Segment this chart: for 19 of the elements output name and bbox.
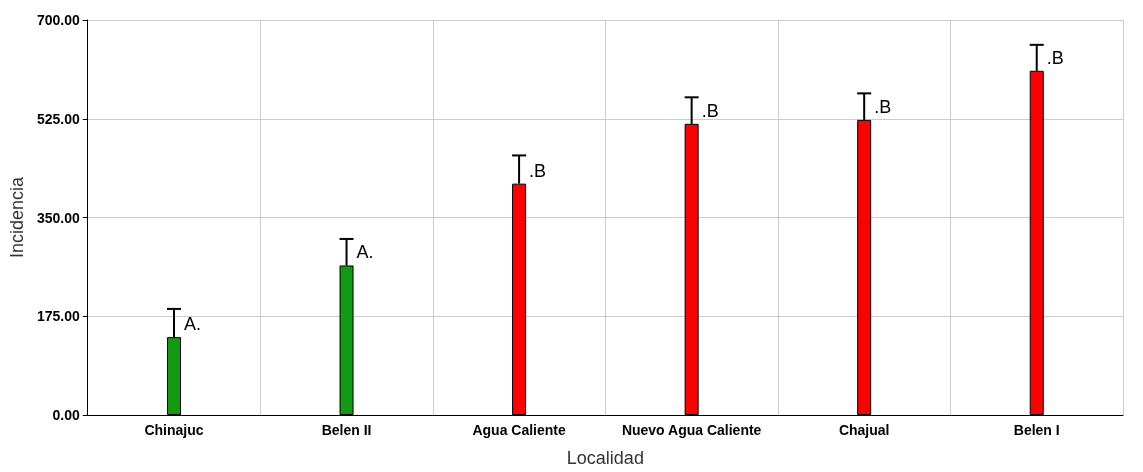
- y-tick-label: 175.00: [36, 308, 80, 325]
- y-tick-label: 700.00: [36, 12, 80, 28]
- y-axis-title: Incidencia: [7, 175, 27, 259]
- annotation: .B: [874, 96, 892, 117]
- y-tick-label: 350.00: [36, 209, 80, 226]
- x-tick-label: Agua Caliente: [472, 422, 566, 438]
- y-tick-label: 0.00: [52, 407, 80, 423]
- x-tick-label: Belen II: [321, 422, 372, 438]
- x-tick-label: Chajual: [838, 422, 890, 438]
- annotation: A.: [356, 242, 374, 263]
- annotation: .B: [529, 160, 547, 181]
- y-tick-label: 525.00: [36, 110, 80, 127]
- annotation: .B: [701, 100, 719, 121]
- x-axis-title: Localidad: [566, 448, 644, 468]
- x-tick-label: Chinajuc: [144, 422, 204, 438]
- x-tick-label: Belen I: [1013, 422, 1060, 438]
- x-tick-label: Nuevo Agua Caliente: [621, 422, 762, 438]
- annotation: .B: [1046, 47, 1064, 68]
- annotation: A.: [183, 314, 202, 335]
